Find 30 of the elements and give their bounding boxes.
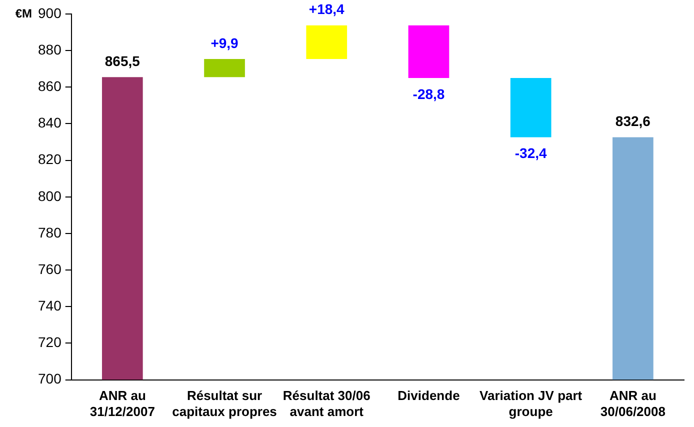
bar (204, 58, 245, 78)
bar (510, 78, 552, 138)
y-tick-label: 740 (38, 298, 62, 314)
bar (408, 25, 450, 78)
data-label: +9,9 (210, 34, 239, 51)
bar (102, 77, 143, 380)
y-tick-label: 900 (38, 4, 62, 21)
y-tick-label: 780 (38, 224, 62, 240)
data-label: 832,6 (615, 113, 651, 130)
y-tick-label: 700 (38, 370, 62, 387)
x-tick-label: ANR au 31/12/2007 (90, 388, 155, 419)
y-tick-label: 840 (38, 114, 62, 131)
y-axis-title: €M (15, 6, 32, 20)
bar (612, 137, 654, 380)
x-tick-label: ANR au 30/06/2008 (600, 388, 666, 419)
bar (306, 25, 348, 59)
data-label: -32,4 (514, 145, 548, 162)
x-tick-label: Résultat 30/06 avant amort (282, 388, 370, 419)
y-tick-label: 760 (38, 260, 62, 277)
y-tick-label: 720 (38, 334, 62, 350)
data-label: 865,5 (104, 52, 140, 69)
data-label: -28,8 (412, 86, 445, 102)
y-tick-label: 820 (38, 151, 62, 168)
x-tick-label: Résultat sur capitaux propres (172, 388, 277, 419)
data-label: +18,4 (308, 1, 345, 18)
y-tick-label: 880 (38, 41, 62, 58)
y-tick-label: 860 (38, 78, 62, 94)
y-tick-label: 800 (38, 188, 62, 204)
x-tick-label: Variation JV part groupe (480, 388, 583, 419)
x-tick-label: Dividende (398, 388, 460, 404)
